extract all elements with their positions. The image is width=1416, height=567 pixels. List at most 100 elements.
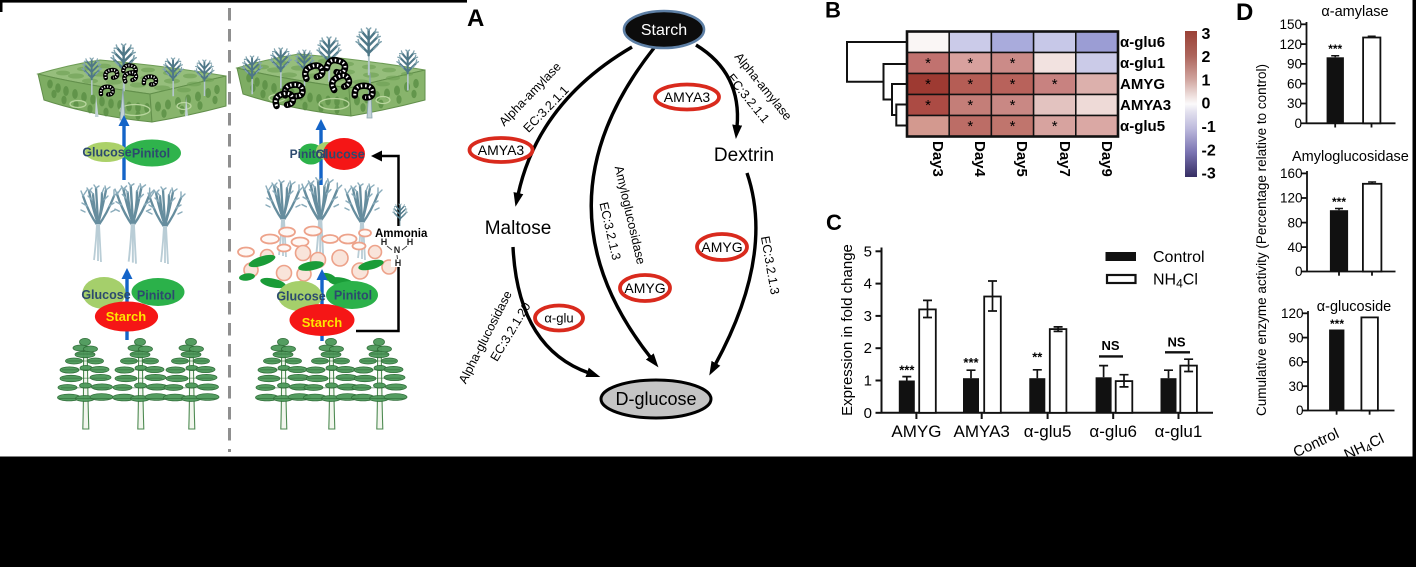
svg-text:-2: -2: [1202, 142, 1216, 159]
svg-text:Amyloglucosidase: Amyloglucosidase: [1292, 149, 1409, 165]
svg-text:AMYG: AMYG: [624, 280, 665, 296]
svg-text:80: 80: [1287, 215, 1302, 230]
svg-text:H: H: [407, 237, 414, 247]
svg-text:H: H: [395, 258, 402, 268]
svg-text:3: 3: [864, 308, 872, 325]
svg-text:H: H: [381, 237, 388, 247]
svg-text:α-glu1: α-glu1: [1155, 422, 1203, 441]
svg-text:AMYG: AMYG: [701, 239, 742, 255]
svg-text:α-glu5: α-glu5: [1120, 118, 1165, 135]
svg-text:Glucose: Glucose: [315, 148, 364, 162]
svg-text:150: 150: [1279, 17, 1302, 32]
svg-text:α-glu: α-glu: [544, 311, 573, 326]
svg-text:*: *: [1052, 118, 1058, 135]
svg-text:0: 0: [1296, 403, 1304, 418]
svg-text:2: 2: [864, 340, 872, 357]
svg-text:120: 120: [1280, 191, 1303, 206]
svg-text:160: 160: [1280, 166, 1303, 181]
svg-text:4: 4: [864, 276, 872, 293]
svg-text:α-glucoside: α-glucoside: [1317, 299, 1391, 315]
svg-text:120: 120: [1281, 306, 1304, 321]
svg-text:Pinitol: Pinitol: [334, 289, 372, 303]
svg-text:B: B: [825, 0, 841, 23]
svg-text:Day9: Day9: [1098, 141, 1115, 177]
svg-text:α-amylase: α-amylase: [1321, 4, 1388, 20]
svg-text:NH4Cl: NH4Cl: [1153, 272, 1198, 291]
svg-text:3: 3: [1202, 26, 1211, 43]
svg-text:Day5: Day5: [1013, 141, 1030, 177]
svg-text:Expression in fold change: Expression in fold change: [839, 244, 856, 416]
svg-text:*: *: [967, 55, 973, 72]
svg-text:AMYG: AMYG: [891, 422, 941, 441]
svg-text:A: A: [467, 5, 484, 32]
svg-text:*: *: [967, 97, 973, 114]
svg-text:N: N: [394, 245, 401, 255]
svg-text:Glucose: Glucose: [82, 146, 131, 160]
svg-text:***: ***: [899, 363, 915, 378]
svg-text:-1: -1: [1202, 119, 1216, 136]
svg-text:Starch: Starch: [106, 309, 147, 324]
svg-text:60: 60: [1288, 355, 1303, 370]
svg-text:2: 2: [1202, 49, 1211, 66]
svg-text:***: ***: [1332, 195, 1346, 209]
svg-text:1: 1: [1202, 72, 1211, 89]
svg-text:*: *: [1010, 118, 1016, 135]
svg-text:0: 0: [1295, 264, 1303, 279]
svg-text:30: 30: [1288, 379, 1303, 394]
svg-text:*: *: [967, 118, 973, 135]
svg-text:Glucose: Glucose: [81, 288, 130, 302]
svg-text:90: 90: [1288, 330, 1303, 345]
svg-text:α-glu5: α-glu5: [1024, 422, 1072, 441]
svg-text:Day7: Day7: [1056, 141, 1073, 177]
svg-text:0: 0: [1202, 96, 1211, 113]
svg-text:D-glucose: D-glucose: [615, 389, 696, 409]
svg-text:NS: NS: [1101, 338, 1119, 353]
svg-text:30: 30: [1287, 96, 1302, 111]
svg-text:***: ***: [1330, 317, 1344, 331]
svg-text:*: *: [925, 55, 931, 72]
svg-text:α-glu1: α-glu1: [1120, 55, 1165, 72]
svg-text:60: 60: [1287, 76, 1302, 91]
svg-text:*: *: [1010, 97, 1016, 114]
svg-text:0: 0: [864, 405, 872, 422]
svg-text:***: ***: [963, 355, 979, 370]
svg-text:α-glu6: α-glu6: [1120, 34, 1165, 51]
svg-text:AMYA3: AMYA3: [954, 422, 1010, 441]
svg-text:Day4: Day4: [971, 141, 988, 178]
svg-text:α-glu6: α-glu6: [1089, 422, 1137, 441]
svg-text:**: **: [1032, 350, 1043, 365]
svg-text:AMYA3: AMYA3: [1120, 97, 1171, 114]
svg-text:NS: NS: [1167, 335, 1185, 350]
svg-text:Maltose: Maltose: [485, 218, 552, 239]
svg-text:***: ***: [1328, 42, 1342, 56]
svg-text:C: C: [826, 210, 842, 235]
svg-text:AMYA3: AMYA3: [478, 142, 525, 158]
svg-text:Pinitol: Pinitol: [137, 289, 175, 303]
svg-text:Dextrin: Dextrin: [714, 145, 774, 166]
svg-text:AMYA3: AMYA3: [664, 89, 711, 105]
svg-text:0: 0: [1294, 116, 1302, 131]
svg-text:1: 1: [864, 373, 872, 390]
svg-text:Starch: Starch: [641, 22, 687, 39]
svg-text:Ammonia: Ammonia: [375, 228, 428, 240]
svg-text:Cumulative enzyme activity (Pe: Cumulative enzyme activity (Percentage r…: [1254, 64, 1269, 416]
svg-text:Starch: Starch: [302, 315, 343, 330]
svg-text:Pinitol: Pinitol: [132, 147, 170, 161]
svg-text:-3: -3: [1202, 166, 1216, 183]
svg-text:Day3: Day3: [929, 141, 946, 177]
svg-text:Control: Control: [1153, 249, 1205, 266]
svg-text:*: *: [967, 76, 973, 93]
svg-text:AMYG: AMYG: [1120, 76, 1165, 93]
svg-text:120: 120: [1279, 37, 1302, 52]
svg-text:90: 90: [1287, 57, 1302, 72]
svg-text:*: *: [1010, 55, 1016, 72]
svg-text:*: *: [925, 76, 931, 93]
svg-text:*: *: [1010, 76, 1016, 93]
svg-text:5: 5: [864, 243, 872, 260]
svg-text:Pinitol: Pinitol: [290, 147, 327, 161]
svg-text:*: *: [1052, 76, 1058, 93]
svg-text:*: *: [925, 97, 931, 114]
svg-text:Glucose: Glucose: [276, 290, 325, 304]
svg-text:D: D: [1236, 0, 1253, 26]
svg-text:40: 40: [1287, 240, 1302, 255]
